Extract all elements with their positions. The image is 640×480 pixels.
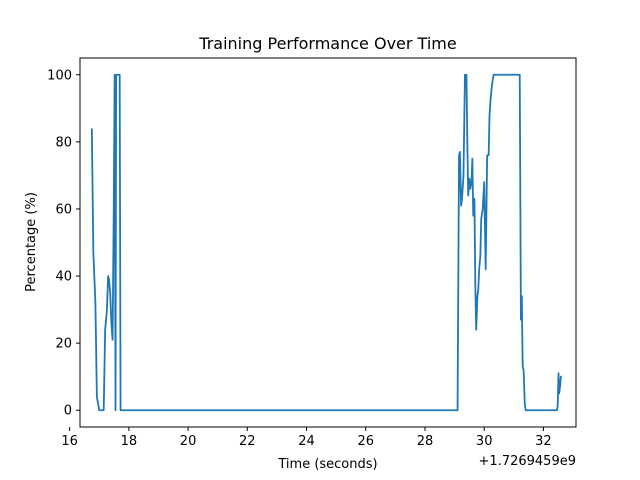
x-tick-label: 30 xyxy=(476,434,493,449)
x-tick-label: 26 xyxy=(357,434,374,449)
x-axis-label: Time (seconds) xyxy=(277,457,377,472)
x-tick-label: 32 xyxy=(535,434,552,449)
x-tick-label: 28 xyxy=(417,434,434,449)
plot-area-frame xyxy=(79,57,577,428)
y-tick-label: 60 xyxy=(55,202,72,217)
x-axis-ticks: 16 18 20 22 24 26 28 30 32 xyxy=(61,427,552,449)
chart-title: Training Performance Over Time xyxy=(198,34,456,53)
x-tick-label: 24 xyxy=(298,434,315,449)
y-tick-label: 20 xyxy=(55,337,72,352)
y-axis-label: Percentage (%) xyxy=(24,192,39,292)
x-tick-label: 20 xyxy=(180,434,197,449)
y-tick-label: 40 xyxy=(55,270,72,285)
x-tick-label: 18 xyxy=(121,434,138,449)
y-tick-label: 80 xyxy=(55,135,72,150)
y-axis-ticks: 0 20 40 60 80 100 xyxy=(47,68,80,419)
y-tick-label: 100 xyxy=(47,68,72,83)
x-axis-offset-label: +1.7269459e9 xyxy=(479,454,576,469)
x-tick-label: 16 xyxy=(61,434,78,449)
series-layer xyxy=(90,73,562,412)
x-tick-label: 22 xyxy=(239,434,256,449)
y-tick-label: 0 xyxy=(64,404,72,419)
